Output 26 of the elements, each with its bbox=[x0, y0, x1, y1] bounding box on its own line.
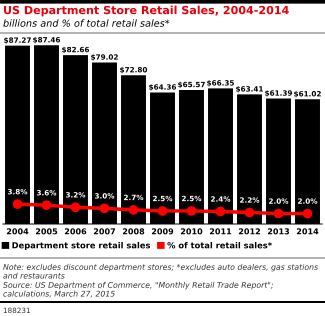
point bbox=[244, 208, 254, 218]
x-tick-label: 2012 bbox=[238, 228, 260, 234]
chart-subtitle: billions and % of total retail sales* bbox=[3, 19, 170, 27]
x-tick-label: 2006 bbox=[64, 228, 86, 234]
point bbox=[158, 206, 168, 216]
point bbox=[128, 205, 138, 215]
legend-label: % of total retail sales* bbox=[167, 242, 272, 248]
point bbox=[12, 199, 22, 210]
legend-label: Department store retail sales bbox=[12, 242, 150, 250]
x-tick-label: 2008 bbox=[122, 228, 144, 234]
x-tick-label: 2009 bbox=[152, 228, 174, 234]
x-tick-label: 2014 bbox=[296, 228, 318, 234]
point bbox=[70, 202, 80, 212]
point bbox=[216, 206, 226, 216]
point bbox=[100, 203, 110, 214]
chart-title: US Department Store Retail Sales, 2004-2014 bbox=[4, 6, 289, 16]
point bbox=[274, 208, 284, 218]
x-tick-label: 2004 bbox=[6, 228, 28, 234]
x-tick-label: 2010 bbox=[180, 228, 202, 234]
x-tick-label: 2005 bbox=[36, 228, 58, 234]
point bbox=[186, 206, 196, 216]
point bbox=[302, 208, 312, 218]
x-tick-label: 2013 bbox=[268, 228, 290, 234]
x-tick-label: 2011 bbox=[210, 228, 232, 234]
x-tick-label: 2007 bbox=[94, 228, 116, 234]
point bbox=[42, 200, 52, 210]
